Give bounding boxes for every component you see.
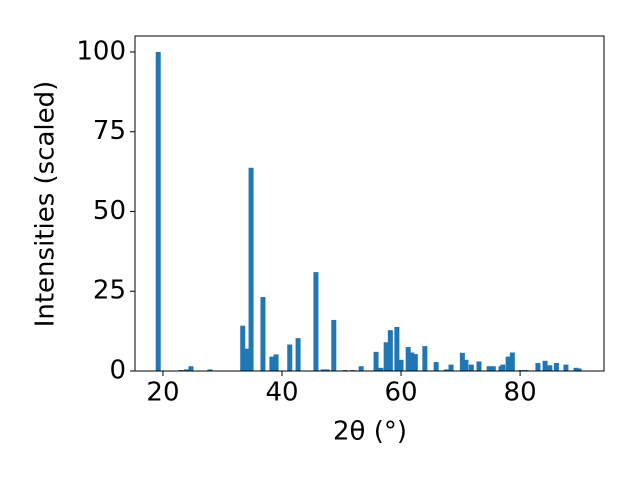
- bar: [248, 167, 254, 371]
- bar: [394, 326, 400, 371]
- bar: [287, 344, 293, 371]
- bar: [486, 366, 492, 371]
- y-tick-label: 50: [93, 196, 126, 226]
- bar: [378, 367, 384, 371]
- bar: [383, 342, 389, 371]
- bar: [505, 356, 511, 371]
- bar: [409, 352, 415, 371]
- bar: [576, 368, 582, 371]
- bar: [459, 352, 465, 371]
- bar: [240, 325, 246, 371]
- bar: [331, 319, 337, 371]
- bar: [320, 369, 326, 371]
- x-tick-label: 80: [504, 378, 537, 408]
- bar: [313, 272, 319, 371]
- bar: [412, 354, 418, 371]
- bar: [490, 366, 496, 371]
- bar: [373, 351, 379, 371]
- bar: [463, 359, 469, 371]
- bar: [188, 366, 194, 371]
- y-tick-label: 0: [109, 356, 126, 386]
- bar: [553, 363, 559, 371]
- y-tick-label: 100: [76, 36, 126, 66]
- bar: [542, 360, 548, 371]
- bar: [500, 364, 506, 371]
- y-tick-label: 25: [93, 276, 126, 306]
- bar: [243, 348, 249, 371]
- x-tick-label: 20: [146, 378, 179, 408]
- bar: [443, 369, 449, 371]
- x-tick-label: 60: [384, 378, 417, 408]
- plot-frame: [134, 35, 605, 372]
- bar: [295, 338, 301, 371]
- x-tick-label: 40: [265, 378, 298, 408]
- bar: [563, 364, 569, 371]
- bar: [535, 363, 541, 371]
- bar: [476, 361, 482, 371]
- bar: [547, 365, 553, 371]
- bar: [422, 346, 428, 371]
- x-axis-label: 2θ (°): [333, 417, 407, 447]
- bar: [433, 362, 439, 371]
- bar: [273, 354, 279, 371]
- bar: [207, 369, 213, 371]
- bar: [387, 330, 393, 371]
- bar: [468, 364, 474, 371]
- bar: [155, 51, 161, 371]
- bar: [448, 364, 454, 371]
- y-tick-label: 75: [93, 116, 126, 146]
- bar: [269, 356, 275, 371]
- bar: [260, 296, 266, 371]
- bar: [573, 367, 579, 371]
- bar: [324, 369, 330, 371]
- y-axis-label: Intensities (scaled): [31, 81, 61, 328]
- bar: [358, 366, 364, 371]
- bar: [183, 369, 189, 371]
- bar: [509, 352, 515, 371]
- bar: [405, 347, 411, 371]
- bar: [398, 359, 404, 371]
